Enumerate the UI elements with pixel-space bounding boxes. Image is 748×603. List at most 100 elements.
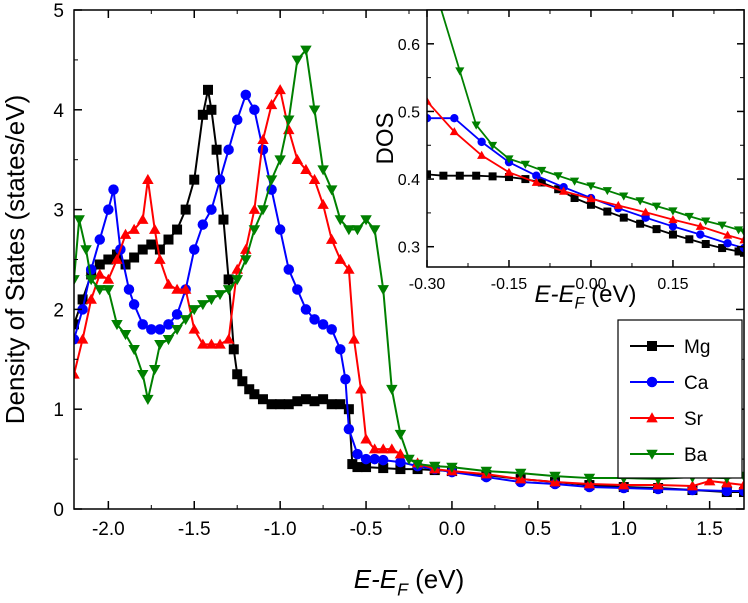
inset-data-point-ba [553, 172, 563, 181]
data-point-ba [231, 275, 243, 286]
data-point-mg [244, 384, 255, 395]
data-point-sr [257, 133, 269, 145]
inset-data-point-sr [739, 235, 744, 244]
data-point-ba [325, 185, 338, 196]
inset-data-point-ba [602, 187, 612, 196]
data-point-sr [148, 223, 161, 234]
inset-data-point-sr [723, 230, 733, 239]
data-point-ba [162, 335, 175, 346]
data-point-ca [128, 299, 140, 310]
data-point-ca [214, 174, 226, 185]
legend-entry-ca: Ca [630, 373, 709, 394]
inset-data-point-ca [532, 171, 541, 180]
x-axis-label: E-EF (eV) [354, 564, 464, 599]
inset-data-point-ba [504, 155, 514, 164]
data-point-sr [222, 333, 235, 344]
data-point-mg [137, 244, 148, 255]
data-point-ca [326, 324, 337, 335]
data-point-ba [291, 55, 304, 66]
data-point-mg [218, 214, 229, 225]
data-point-mg [77, 294, 88, 305]
data-point-sr [325, 233, 338, 244]
data-point-ca [395, 456, 406, 468]
data-point-mg [206, 104, 217, 115]
data-point-ca [317, 319, 329, 330]
main-plot-axes: -2.0 -1.5 -1.0 -0.5 0.0 0.5 1.0 1.5 0 1 2 3 4 5 [53, 1, 745, 540]
inset-data-point-mg [427, 170, 431, 179]
data-point-ca [283, 264, 294, 275]
data-point-ca [335, 344, 346, 355]
inset-data-point-mg [652, 225, 661, 234]
inset-data-point-ba [520, 160, 530, 169]
legend-label: Sr [684, 409, 704, 430]
series-line-ca [74, 92, 744, 493]
inset-data-point-sr [477, 150, 487, 159]
data-point-mg [352, 462, 363, 473]
inset-data-point-sr [586, 194, 596, 203]
data-point-ba [102, 285, 115, 296]
inset-data-point-mg [504, 173, 513, 182]
inset-data-point-ba [635, 197, 645, 206]
data-point-ba [377, 285, 389, 296]
data-point-sr [308, 173, 321, 184]
data-point-ba [240, 255, 252, 266]
data-point-mg [266, 399, 277, 410]
data-point-ba [94, 285, 106, 296]
data-point-mg [343, 404, 354, 415]
data-point-mg [300, 394, 311, 405]
data-point-ba [188, 305, 201, 316]
data-point-mg [74, 319, 79, 330]
data-point-mg [232, 369, 243, 380]
data-point-ca [343, 423, 355, 435]
data-point-ba [583, 473, 596, 484]
inset-x-axis-label: E-EF (eV) [535, 281, 637, 313]
data-point-mg [103, 254, 114, 265]
legend-entry-sr: Sr [630, 409, 704, 430]
data-point-ca [721, 485, 733, 497]
data-point-ba [74, 215, 85, 226]
data-point-mg [228, 344, 239, 355]
inset-data-point-mg [472, 171, 481, 180]
inset-data-point-ca [723, 239, 732, 248]
inset-plot-frame [426, 9, 745, 268]
inset-series-ba [440, 10, 744, 237]
data-point-ba [205, 295, 218, 306]
data-point-sr [188, 323, 201, 334]
data-point-ca [360, 453, 372, 465]
data-point-ca [274, 224, 286, 235]
data-point-sr [348, 333, 360, 344]
data-point-sr [334, 253, 347, 264]
data-point-sr [171, 283, 183, 294]
data-point-ba [80, 245, 92, 256]
data-point-ba [549, 471, 561, 482]
y-tick-label: 3 [53, 201, 64, 222]
x-tick-label: -1.5 [178, 519, 211, 540]
data-point-mg [378, 463, 389, 474]
data-point-sr [248, 203, 261, 214]
legend-entry-ba: Ba [630, 445, 708, 466]
data-point-ca [163, 319, 174, 330]
inset-data-point-mg [603, 207, 612, 216]
inset-data-point-sr [641, 207, 651, 216]
data-point-ca [352, 448, 363, 460]
y-tick-label: 4 [53, 101, 64, 122]
x-tick-label: -1.0 [264, 519, 297, 540]
data-point-ba [386, 384, 398, 395]
inset-y-tick-label: 0.5 [398, 104, 420, 121]
data-point-ca [108, 184, 119, 195]
data-point-mg [197, 109, 208, 120]
data-point-mg [129, 252, 140, 263]
inset-series-sr [427, 96, 744, 244]
data-point-ba [274, 155, 286, 166]
inset-y-tick-label: 0.4 [398, 172, 420, 189]
inset-data-point-ca [696, 230, 705, 239]
series-line-sr [74, 87, 744, 488]
data-point-ca [189, 244, 200, 255]
data-point-sr [317, 198, 329, 209]
data-point-mg [146, 239, 157, 250]
data-point-sr [136, 213, 149, 224]
data-point-ba [179, 315, 192, 326]
data-point-ba [360, 215, 372, 226]
inset-data-point-ba [471, 121, 481, 130]
